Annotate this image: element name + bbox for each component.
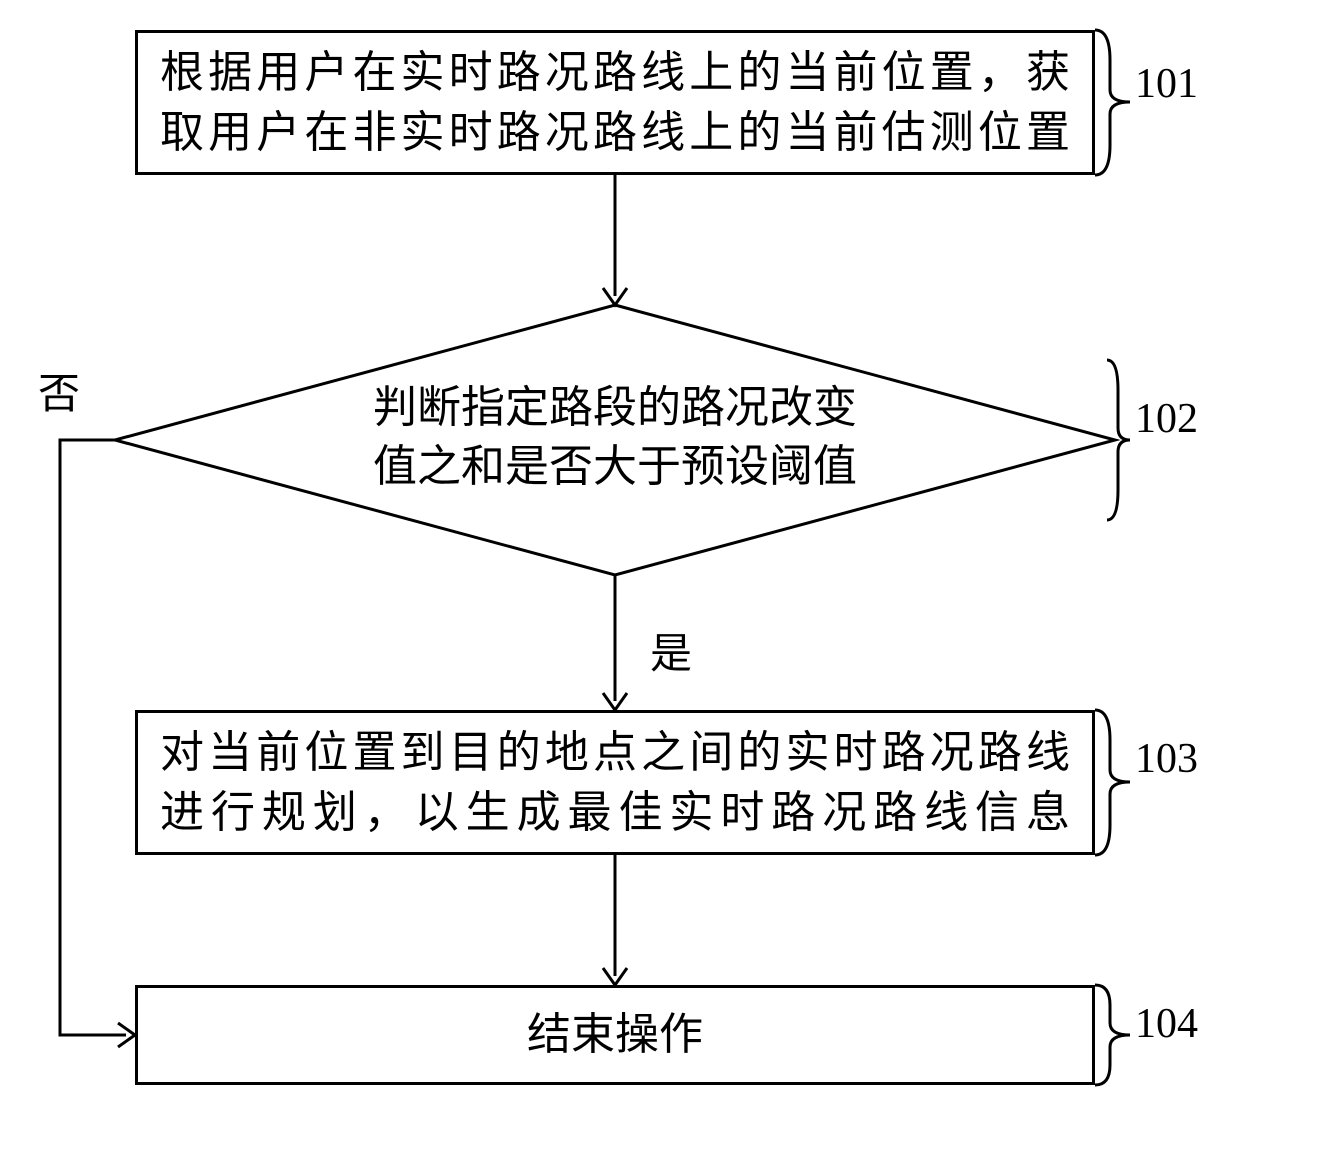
step-103-line2: 进行规划，以生成最佳实时路况路线信息 — [160, 788, 1070, 837]
step-103-box: 对当前位置到目的地点之间的实时路况路线 进行规划，以生成最佳实时路况路线信息 — [135, 710, 1095, 855]
step-102-text: 判断指定路段的路况改变 值之和是否大于预设阈值 — [335, 378, 895, 497]
step-101-line1: 根据用户在实时路况路线上的当前位置，获 — [160, 48, 1070, 97]
step-104-box: 结束操作 — [135, 985, 1095, 1085]
step-103-number: 103 — [1135, 735, 1198, 783]
brace-103 — [1095, 710, 1130, 855]
arrow-102-103-head — [603, 693, 627, 710]
step-102-number: 102 — [1135, 395, 1198, 443]
arrow-102-104-no-line — [60, 440, 126, 1035]
step-101-text: 根据用户在实时路况路线上的当前位置，获 取用户在非实时路况路线上的当前估测位置 — [160, 43, 1070, 162]
step-104-number: 104 — [1135, 1000, 1198, 1048]
no-label: 否 — [38, 360, 80, 421]
brace-101 — [1095, 30, 1130, 175]
step-104-text: 结束操作 — [160, 1005, 1070, 1064]
brace-102 — [1107, 360, 1130, 520]
step-103-text: 对当前位置到目的地点之间的实时路况路线 进行规划，以生成最佳实时路况路线信息 — [160, 723, 1070, 842]
arrow-101-102-head — [603, 288, 627, 305]
decision-diamond — [115, 305, 1115, 575]
yes-label: 是 — [650, 620, 692, 681]
step-102-line1: 判断指定路段的路况改变 — [373, 383, 857, 432]
step-101-line2: 取用户在非实时路况路线上的当前估测位置 — [160, 108, 1070, 157]
step-102-line2: 值之和是否大于预设阈值 — [373, 442, 857, 491]
step-101-number: 101 — [1135, 60, 1198, 108]
step-101-box: 根据用户在实时路况路线上的当前位置，获 取用户在非实时路况路线上的当前估测位置 — [135, 30, 1095, 175]
arrow-102-104-no-head — [118, 1023, 135, 1047]
step-103-line1: 对当前位置到目的地点之间的实时路况路线 — [160, 728, 1070, 777]
step-104-line1: 结束操作 — [527, 1010, 703, 1059]
brace-104 — [1095, 985, 1130, 1085]
arrow-103-104-head — [603, 968, 627, 985]
